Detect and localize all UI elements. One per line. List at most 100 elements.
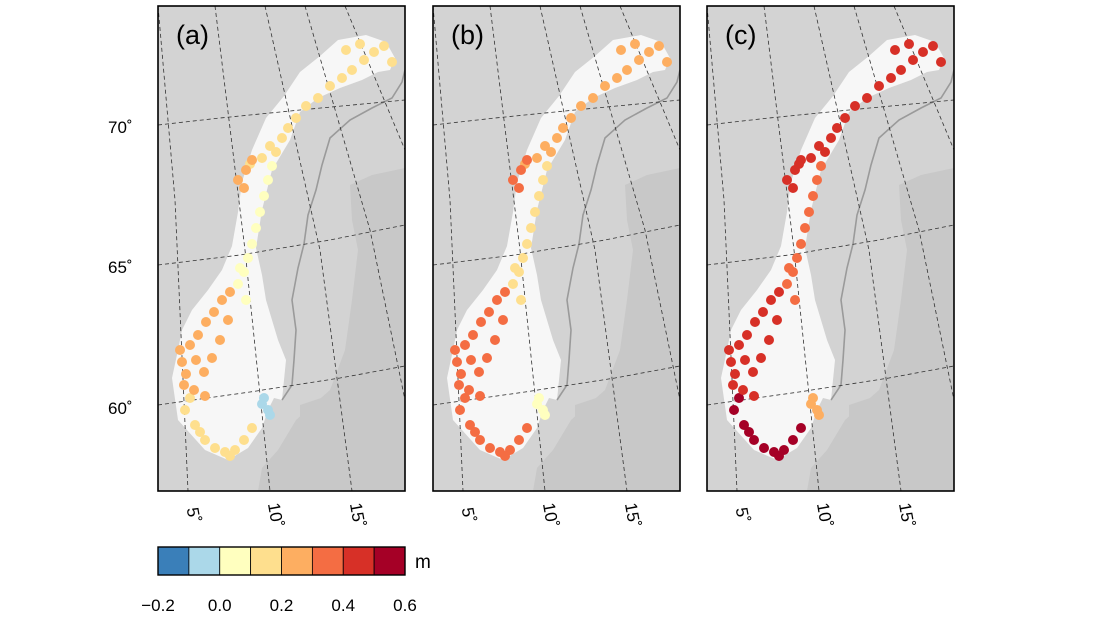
panel-label: (a) bbox=[176, 20, 209, 50]
station-point bbox=[734, 340, 744, 350]
station-point bbox=[514, 183, 524, 193]
station-point bbox=[239, 435, 249, 445]
station-point bbox=[814, 410, 824, 420]
lon-label-5: 5˚ bbox=[458, 506, 479, 524]
station-point bbox=[772, 315, 782, 325]
lon-label-5: 5˚ bbox=[183, 506, 204, 524]
station-point bbox=[247, 155, 257, 165]
panel-frame bbox=[706, 5, 955, 492]
lat-label-65: 65˚ bbox=[108, 258, 133, 277]
station-point bbox=[355, 39, 365, 49]
colorbar-bin bbox=[188, 546, 221, 576]
station-point bbox=[341, 45, 351, 55]
station-point bbox=[804, 207, 814, 217]
station-point bbox=[325, 81, 335, 91]
station-point bbox=[179, 380, 189, 390]
station-point bbox=[492, 295, 502, 305]
graticule bbox=[707, 6, 954, 491]
station-point bbox=[522, 155, 532, 165]
station-point bbox=[207, 353, 217, 363]
station-point bbox=[874, 81, 884, 91]
neighbor-landmass bbox=[849, 395, 889, 470]
norway-land bbox=[172, 35, 395, 460]
station-point bbox=[896, 65, 906, 75]
station-point bbox=[904, 39, 914, 49]
station-point bbox=[552, 133, 562, 143]
station-point bbox=[566, 113, 576, 123]
station-point bbox=[257, 153, 267, 163]
station-point bbox=[862, 93, 872, 103]
station-point bbox=[516, 295, 526, 305]
station-point bbox=[465, 420, 475, 430]
station-point bbox=[730, 369, 740, 379]
station-point bbox=[475, 435, 485, 445]
station-point bbox=[800, 223, 810, 233]
station-point bbox=[530, 207, 540, 217]
station-point bbox=[766, 295, 776, 305]
colorbar-bin bbox=[250, 546, 282, 576]
station-point bbox=[738, 385, 748, 395]
longitude-labels: 5˚ 10˚ 15˚ 5˚ 10˚ 15˚ 5˚ 10˚ 15˚ bbox=[183, 501, 918, 529]
station-point bbox=[460, 393, 470, 403]
colorbar-unit: m bbox=[415, 552, 431, 573]
station-point bbox=[267, 161, 277, 171]
norway-landmass bbox=[447, 35, 670, 460]
station-point bbox=[918, 47, 928, 57]
national-border bbox=[556, 69, 680, 401]
graticule-line bbox=[433, 365, 680, 406]
colorbar-bin bbox=[373, 546, 406, 576]
neighbor-landmass bbox=[533, 168, 680, 491]
colorbar-bin bbox=[311, 546, 344, 576]
station-point bbox=[200, 435, 210, 445]
neighbor-landmass bbox=[258, 168, 405, 491]
station-point bbox=[840, 113, 850, 123]
national-border bbox=[281, 69, 405, 401]
station-point bbox=[534, 191, 544, 201]
graticule-line bbox=[619, 6, 680, 151]
station-point bbox=[538, 175, 548, 185]
map-panel-a: (a) bbox=[157, 5, 406, 492]
lat-label-70: 70˚ bbox=[108, 118, 133, 137]
station-point bbox=[177, 357, 187, 367]
station-point bbox=[199, 367, 209, 377]
station-points bbox=[450, 39, 672, 461]
graticule-line bbox=[304, 6, 405, 401]
station-point bbox=[522, 239, 532, 249]
station-point bbox=[749, 435, 759, 445]
station-point bbox=[542, 161, 552, 171]
station-point bbox=[782, 175, 792, 185]
station-point bbox=[387, 57, 397, 67]
station-point bbox=[277, 133, 287, 143]
station-point bbox=[474, 367, 484, 377]
station-point bbox=[740, 355, 750, 365]
graticule-line bbox=[158, 6, 189, 491]
station-point bbox=[470, 427, 480, 437]
station-point bbox=[534, 393, 544, 403]
border-line bbox=[830, 69, 954, 401]
panel-label: (b) bbox=[451, 20, 484, 50]
station-point bbox=[729, 405, 739, 415]
station-point bbox=[243, 253, 253, 263]
graticule-line bbox=[433, 224, 680, 266]
station-point bbox=[452, 357, 462, 367]
norway-landmass bbox=[172, 35, 395, 460]
graticule-line bbox=[763, 6, 820, 491]
station-point bbox=[654, 41, 664, 51]
station-point bbox=[726, 357, 736, 367]
station-point bbox=[908, 55, 918, 65]
panel-frame bbox=[432, 5, 681, 492]
station-point bbox=[774, 287, 784, 297]
station-point bbox=[193, 330, 203, 340]
station-point bbox=[466, 355, 476, 365]
panel-frame bbox=[157, 5, 406, 492]
station-point bbox=[622, 65, 632, 75]
station-point bbox=[782, 279, 792, 289]
station-point bbox=[759, 443, 769, 453]
station-point bbox=[251, 223, 261, 233]
station-point bbox=[247, 239, 257, 249]
station-point bbox=[180, 405, 190, 415]
station-point bbox=[235, 263, 245, 273]
station-point bbox=[518, 253, 528, 263]
lon-label-15: 15˚ bbox=[621, 501, 644, 529]
sweden-finland-land bbox=[533, 168, 680, 491]
